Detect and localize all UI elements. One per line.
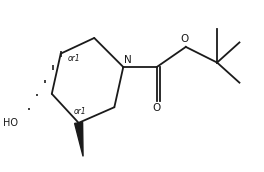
Text: or1: or1 [74, 107, 87, 116]
Text: HO: HO [3, 118, 18, 128]
Text: or1: or1 [67, 53, 80, 63]
Polygon shape [75, 122, 83, 156]
Text: N: N [124, 55, 132, 65]
Text: O: O [153, 103, 161, 113]
Text: O: O [181, 34, 189, 44]
